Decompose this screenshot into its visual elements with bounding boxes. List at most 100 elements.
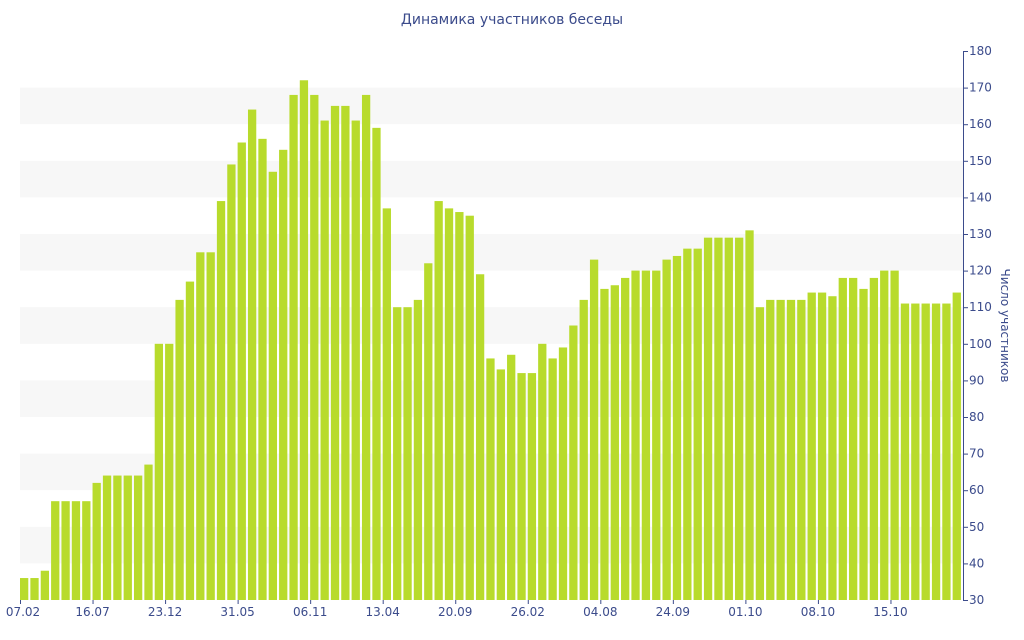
bar xyxy=(330,105,340,601)
bar xyxy=(869,277,879,600)
bar xyxy=(911,303,920,600)
y-tick-label: 180 xyxy=(969,44,992,58)
bar xyxy=(890,270,899,600)
bar xyxy=(268,171,277,600)
bar xyxy=(382,208,391,600)
bar xyxy=(424,263,433,600)
bar xyxy=(579,299,588,600)
y-tick-label: 100 xyxy=(969,337,992,351)
bar xyxy=(714,237,723,600)
y-tick-label: 150 xyxy=(969,154,992,168)
bar xyxy=(776,299,785,600)
bar xyxy=(703,237,713,600)
bar xyxy=(247,109,257,600)
bar xyxy=(828,296,837,600)
bar xyxy=(144,464,153,600)
bar xyxy=(610,285,619,600)
x-axis-ticks: 07.02 16.07 23.12 31.05 06.11 13.04 20.09 26.02… xyxy=(6,600,908,619)
grid-band xyxy=(20,160,963,198)
x-tick-label: 08.10 xyxy=(801,605,835,619)
bar xyxy=(631,270,640,600)
x-tick-label: 06.11 xyxy=(293,605,327,619)
y-tick-label: 30 xyxy=(969,593,984,607)
grid-band xyxy=(20,234,963,271)
x-tick-label: 16.07 xyxy=(75,605,109,619)
y-tick-label: 60 xyxy=(969,483,984,497)
bar xyxy=(444,208,454,600)
bar xyxy=(952,292,961,600)
bar xyxy=(745,230,754,600)
bar xyxy=(880,270,889,600)
bar xyxy=(102,475,112,600)
bar xyxy=(807,292,816,600)
x-tick-label: 01.10 xyxy=(728,605,762,619)
bar xyxy=(724,237,733,600)
bar xyxy=(279,149,288,600)
bar xyxy=(92,482,101,600)
y-tick-label: 120 xyxy=(969,264,992,278)
bar xyxy=(216,201,226,600)
bar xyxy=(507,354,516,600)
bar xyxy=(672,255,682,600)
bar xyxy=(185,281,195,600)
bar xyxy=(558,347,568,600)
bar xyxy=(693,248,702,600)
bar xyxy=(527,373,537,600)
bar xyxy=(849,277,858,600)
bar xyxy=(569,325,578,600)
bar xyxy=(786,299,796,600)
bar xyxy=(113,475,122,600)
bar xyxy=(289,94,298,601)
bar xyxy=(652,270,661,600)
bar xyxy=(310,94,319,601)
bar xyxy=(30,578,39,600)
bar xyxy=(51,501,60,600)
x-tick-label: 31.05 xyxy=(220,605,254,619)
bar xyxy=(817,292,827,600)
bar xyxy=(258,138,267,600)
bar xyxy=(465,215,474,600)
bar xyxy=(165,343,174,600)
bar xyxy=(341,105,350,601)
bar xyxy=(434,201,443,600)
bar xyxy=(859,288,868,600)
bar xyxy=(900,303,910,600)
bar xyxy=(82,501,91,600)
bar xyxy=(372,127,381,601)
bar xyxy=(662,259,671,600)
bar xyxy=(475,274,485,600)
grid-band xyxy=(20,87,963,125)
x-tick-label: 04.08 xyxy=(583,605,617,619)
chart-title: Динамика участников беседы xyxy=(400,12,624,28)
bar xyxy=(600,288,609,600)
bar xyxy=(797,299,806,600)
x-tick-label: 07.02 xyxy=(6,605,40,619)
bar xyxy=(175,299,184,600)
bar xyxy=(942,303,951,600)
bar xyxy=(393,307,402,600)
y-tick-label: 80 xyxy=(969,410,984,424)
bar xyxy=(413,299,423,600)
bar xyxy=(133,475,143,600)
bar xyxy=(455,212,464,601)
bar xyxy=(755,307,765,600)
x-tick-label: 20.09 xyxy=(438,605,472,619)
y-tick-label: 170 xyxy=(969,81,992,95)
bars xyxy=(20,80,961,601)
bar xyxy=(154,343,164,600)
bar xyxy=(517,373,526,600)
x-tick-label: 24.09 xyxy=(656,605,690,619)
bar xyxy=(548,358,557,600)
bar xyxy=(71,501,81,600)
bar xyxy=(123,475,132,600)
y-tick-label: 140 xyxy=(969,190,992,204)
bar xyxy=(496,369,505,600)
bar xyxy=(61,501,70,600)
y-tick-label: 50 xyxy=(969,520,984,534)
bar xyxy=(621,277,630,600)
bar xyxy=(40,570,50,600)
bar xyxy=(196,252,205,601)
bar xyxy=(538,343,547,600)
y-tick-label: 160 xyxy=(969,117,992,131)
bar xyxy=(351,120,360,600)
